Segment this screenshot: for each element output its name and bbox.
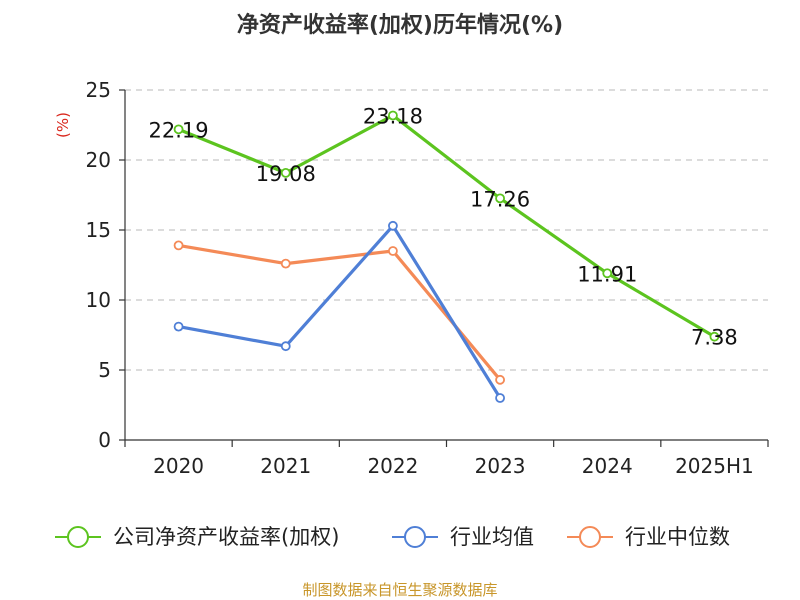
legend-swatch-marker bbox=[67, 526, 89, 548]
grid-lines bbox=[125, 89, 768, 371]
series-line bbox=[177, 113, 716, 339]
legend: 公司净资产收益率(加权) 行业均值 行业中位数 bbox=[55, 525, 730, 549]
data-point bbox=[388, 220, 398, 231]
legend-item-industry_median: 行业中位数 bbox=[567, 525, 730, 549]
data-label: 7.38 bbox=[691, 326, 738, 350]
data-point bbox=[495, 193, 505, 204]
legend-swatch-marker bbox=[579, 526, 601, 548]
series-lines bbox=[173, 110, 720, 403]
data-point bbox=[388, 110, 398, 121]
series-line bbox=[178, 224, 502, 399]
legend-label: 行业均值 bbox=[450, 525, 534, 549]
x-tick-label: 2022 bbox=[367, 454, 418, 478]
legend-item-industry_avg: 行业均值 bbox=[392, 525, 534, 549]
data-label: 17.26 bbox=[470, 187, 530, 211]
legend-label: 行业中位数 bbox=[625, 525, 730, 549]
x-tick-label: 2020 bbox=[153, 454, 204, 478]
y-tick-label: 20 bbox=[86, 148, 111, 172]
legend-label: 公司净资产收益率(加权) bbox=[113, 525, 339, 549]
data-point bbox=[280, 258, 291, 269]
y-tick-label: 25 bbox=[86, 78, 111, 102]
data-point bbox=[709, 331, 720, 342]
y-tick-label: 15 bbox=[86, 218, 111, 242]
data-point bbox=[173, 240, 184, 251]
data-point bbox=[388, 246, 398, 256]
data-label: 23.18 bbox=[363, 104, 423, 128]
chart-title: 净资产收益率(加权)历年情况(%) bbox=[237, 12, 563, 38]
legend-item-company: 公司净资产收益率(加权) bbox=[55, 525, 339, 549]
data-labels: 22.19 19.08 23.18 17.26 11.91 7.38 bbox=[149, 104, 738, 349]
y-axis-label: (%) bbox=[54, 112, 72, 138]
x-tick-label: 2024 bbox=[582, 454, 633, 478]
series-industry_avg bbox=[173, 220, 505, 403]
data-point bbox=[280, 341, 291, 352]
series-company bbox=[173, 110, 720, 342]
data-point bbox=[602, 268, 613, 279]
data-label: 19.08 bbox=[256, 162, 316, 186]
series-line bbox=[178, 243, 502, 381]
y-tick-label: 0 bbox=[98, 428, 111, 452]
x-tick-label: 2023 bbox=[475, 454, 526, 478]
legend-swatch-marker bbox=[404, 526, 426, 548]
data-point bbox=[173, 124, 184, 135]
data-point bbox=[495, 393, 505, 403]
source-note: 制图数据来自恒生聚源数据库 bbox=[302, 581, 497, 599]
data-label: 11.91 bbox=[577, 262, 637, 286]
x-tick-label: 2021 bbox=[260, 454, 311, 478]
series-industry_median bbox=[173, 240, 505, 385]
axes: 0 5 10 15 20 25 2020 2021 2022 2023 2024 2025H1 bbox=[86, 78, 769, 478]
y-tick-label: 10 bbox=[86, 288, 111, 312]
y-tick-label: 5 bbox=[98, 358, 111, 382]
data-label: 22.19 bbox=[149, 118, 209, 142]
x-tick-label: 2025H1 bbox=[675, 454, 754, 478]
data-point bbox=[173, 321, 184, 332]
data-point bbox=[280, 167, 291, 178]
data-point bbox=[495, 374, 505, 385]
